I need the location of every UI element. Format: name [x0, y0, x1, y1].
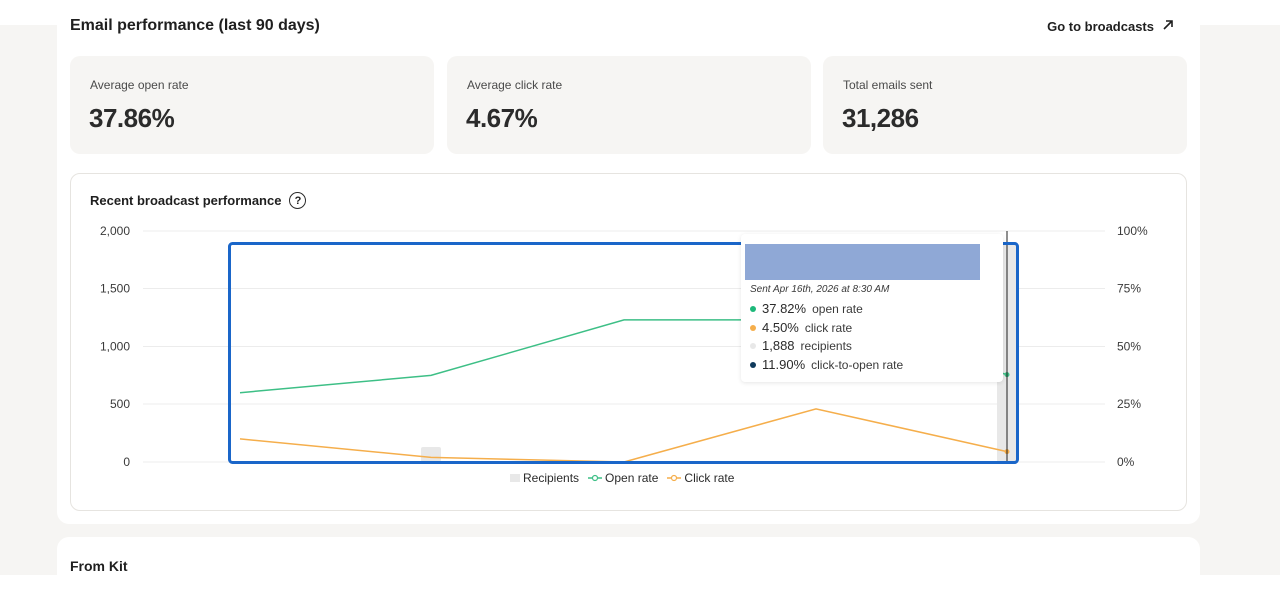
tooltip-value: 37.82%	[762, 301, 807, 316]
stat-value: 31,286	[842, 103, 919, 133]
tooltip-label: click rate	[804, 320, 853, 335]
click-rate-swatch-icon	[667, 474, 682, 482]
section-title: Email performance (last 90 days)	[70, 17, 320, 34]
tooltip-sent-date: Sent Apr 16th, 2026 at 8:30 AM	[750, 284, 890, 295]
tooltip-value: 1,888	[762, 338, 795, 353]
arrow-up-right-icon	[1162, 19, 1174, 34]
go-to-broadcasts-label: Go to broadcasts	[1047, 19, 1154, 34]
left-axis-tick: 1,000	[100, 340, 130, 354]
recipients-dot	[750, 342, 756, 349]
stat-label: Total emails sent	[843, 78, 933, 92]
left-axis-tick: 500	[110, 397, 130, 411]
bottom-strip	[0, 575, 1280, 590]
stat-total-emails-sent: Total emails sent 31,286	[823, 56, 1187, 154]
left-axis-tick: 2,000	[100, 224, 130, 238]
stat-average-open-rate: Average open rate 37.86%	[70, 56, 434, 154]
chart-legend: Recipients Open rate Click rate	[510, 471, 738, 485]
tooltip-label: recipients	[800, 338, 852, 353]
tooltip-label: open rate	[812, 301, 863, 316]
stat-average-click-rate: Average click rate 4.67%	[447, 56, 811, 154]
stat-label: Average click rate	[467, 78, 563, 92]
legend-label: Click rate	[684, 471, 735, 485]
right-axis-tick: 75%	[1117, 282, 1141, 296]
tooltip-row-recipients: 1,888 recipients	[750, 338, 852, 353]
legend-label: Open rate	[605, 471, 659, 485]
tooltip-value: 4.50%	[762, 320, 799, 335]
tooltip-value: 11.90%	[762, 357, 806, 372]
click-rate-dot	[750, 324, 756, 331]
help-icon[interactable]: ?	[289, 192, 307, 209]
tooltip-row-open-rate: 37.82% open rate	[750, 301, 863, 316]
stat-value: 37.86%	[89, 103, 175, 133]
right-axis-tick: 25%	[1117, 397, 1141, 411]
recipients-bar	[421, 446, 441, 462]
right-axis-tick: 100%	[1117, 224, 1148, 238]
right-axis-tick: 50%	[1117, 340, 1141, 354]
stat-value: 4.67%	[466, 103, 538, 133]
chart-title: Recent broadcast performance ?	[90, 192, 307, 209]
broadcast-thumbnail	[745, 244, 980, 280]
highlight-box	[228, 242, 1019, 464]
legend-click-rate[interactable]: Click rate	[667, 471, 734, 485]
click-to-open-dot	[750, 361, 756, 368]
open-rate-dot	[750, 305, 756, 312]
tooltip-row-click-to-open: 11.90% click-to-open rate	[750, 357, 903, 372]
left-axis-tick: 0	[123, 455, 130, 469]
click-rate-line	[239, 408, 1008, 463]
go-to-broadcasts-link[interactable]: Go to broadcasts	[1047, 19, 1174, 34]
tooltip-row-click-rate: 4.50% click rate	[750, 320, 852, 335]
legend-open-rate[interactable]: Open rate	[588, 471, 658, 485]
open-rate-swatch-icon	[588, 474, 603, 482]
recipients-swatch	[510, 474, 520, 482]
legend-recipients[interactable]: Recipients	[510, 471, 579, 485]
chart-title-text: Recent broadcast performance	[90, 193, 282, 208]
left-axis-tick: 1,500	[100, 282, 130, 296]
legend-label: Recipients	[523, 471, 580, 485]
chart-tooltip: Sent Apr 16th, 2026 at 8:30 AM 37.82% op…	[741, 234, 1003, 382]
stat-label: Average open rate	[90, 78, 189, 92]
from-kit-title: From Kit	[70, 558, 128, 574]
tooltip-label: click-to-open rate	[811, 357, 904, 372]
right-axis-tick: 0%	[1117, 455, 1135, 469]
